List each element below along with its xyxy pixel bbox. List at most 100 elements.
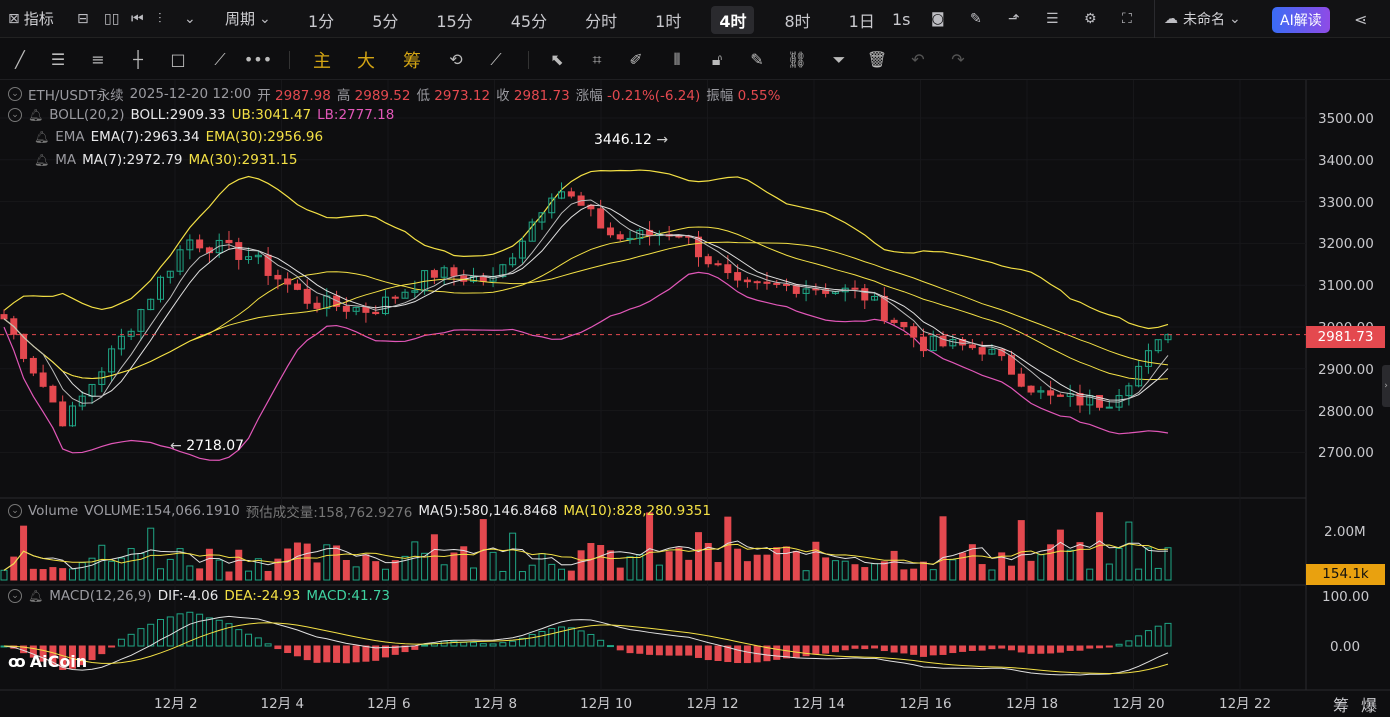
- camera-icon[interactable]: ◙: [931, 11, 945, 27]
- ruler-icon[interactable]: ⌗: [592, 49, 602, 69]
- date-tick: 12月 18: [1006, 696, 1059, 712]
- macd-axis-top: 100.00: [1322, 589, 1370, 605]
- volume-bar: [1144, 547, 1152, 581]
- layout-icon[interactable]: ▯▯: [104, 11, 120, 27]
- side-panel-toggle[interactable]: ›: [1382, 365, 1390, 407]
- link-icon[interactable]: ⛓: [786, 50, 808, 69]
- redo-icon[interactable]: ↷: [951, 50, 965, 69]
- period-tab-0[interactable]: 1分: [308, 12, 335, 31]
- macd-histogram-bar: [988, 645, 996, 650]
- ma-legend: 🔔︎ MA MA(7):2972.79 MA(30):2931.15: [34, 152, 298, 168]
- bell-icon[interactable]: 🔔︎: [34, 130, 50, 144]
- period-tab-6[interactable]: 4时: [711, 6, 755, 34]
- volume-bar: [1056, 529, 1064, 581]
- period-selector[interactable]: 周期 ⌄: [225, 10, 271, 28]
- chips-button[interactable]: 筹: [403, 50, 421, 72]
- ma7-line: [3, 204, 1169, 401]
- macd-histogram-bar: [978, 645, 986, 651]
- collapse-icon[interactable]: ⌄: [8, 108, 22, 122]
- hline-tool-icon[interactable]: ┼: [133, 50, 143, 69]
- period-tab-1[interactable]: 5分: [372, 12, 399, 31]
- volume-bar: [753, 554, 761, 581]
- interval-button[interactable]: 1s: [892, 10, 911, 29]
- period-tab-8[interactable]: 1日: [848, 12, 875, 31]
- fib-tool-icon[interactable]: ⟋: [214, 49, 226, 69]
- bell-icon[interactable]: 🔔︎: [28, 108, 44, 122]
- collapse-icon[interactable]: ⌄: [8, 504, 22, 518]
- sync-icon[interactable]: ⟲: [449, 50, 463, 69]
- volume-bar: [851, 564, 859, 581]
- collapse-icon[interactable]: ⌄: [8, 589, 22, 603]
- period-tab-3[interactable]: 45分: [510, 12, 548, 31]
- bell-icon[interactable]: 🔔︎: [34, 153, 50, 167]
- candle-body: [49, 385, 57, 403]
- macd-histogram-bar: [880, 645, 888, 652]
- settings-icon[interactable]: ⚙: [1084, 11, 1097, 27]
- pen-icon[interactable]: ✎: [970, 11, 982, 27]
- macd-histogram-bar: [851, 645, 859, 649]
- candle-body: [68, 405, 76, 427]
- fullscreen-icon[interactable]: ⛶: [1122, 11, 1132, 27]
- parallel-tool-icon[interactable]: ☰: [50, 50, 66, 69]
- chips-toggle-button[interactable]: 筹: [1333, 696, 1350, 715]
- volume-bar: [724, 516, 732, 581]
- volume-bar: [900, 569, 908, 581]
- chevron-down-icon[interactable]: ⌄: [184, 11, 196, 27]
- candle-type-icon[interactable]: ⫶: [158, 11, 162, 27]
- edit-icon[interactable]: ✎: [750, 50, 764, 69]
- volume-bar: [176, 548, 184, 581]
- list-icon[interactable]: ☰: [1046, 11, 1059, 27]
- candle-body: [0, 314, 8, 320]
- liquidation-toggle-button[interactable]: 爆: [1361, 696, 1378, 715]
- volume-bar: [626, 556, 634, 581]
- candle-body: [20, 333, 28, 359]
- filter-icon[interactable]: ⏷: [832, 49, 846, 69]
- brush-icon[interactable]: ✐: [629, 50, 643, 69]
- period-tab-4[interactable]: 分时: [585, 12, 618, 31]
- candle-body: [851, 287, 859, 290]
- date-tick: 12月 2: [154, 696, 198, 712]
- period-tab-2[interactable]: 15分: [436, 12, 473, 31]
- bell-icon[interactable]: 🔔︎: [28, 589, 44, 603]
- share-icon[interactable]: ⋖: [1354, 10, 1368, 29]
- main-indicator-button[interactable]: 主: [313, 50, 331, 72]
- macd-histogram-bar: [313, 645, 321, 663]
- volume-bar: [1086, 568, 1094, 581]
- volume-bar: [499, 570, 507, 581]
- macd-histogram-bar: [685, 645, 693, 656]
- chart-icon: ⊠: [8, 10, 20, 27]
- indicators-button[interactable]: ⊠ 指标: [8, 10, 54, 28]
- candle-body: [157, 276, 165, 300]
- period-tab-7[interactable]: 8时: [784, 12, 811, 31]
- volume-bar: [391, 560, 399, 581]
- candle-body: [235, 242, 243, 260]
- hlines-tool-icon[interactable]: ≡: [91, 50, 105, 69]
- measure-icon[interactable]: ⟋: [490, 49, 502, 69]
- undo-icon[interactable]: ↶: [911, 50, 925, 69]
- template-icon[interactable]: ⊟: [77, 11, 89, 27]
- replay-icon[interactable]: ⏮: [131, 11, 144, 27]
- candle-body: [391, 296, 399, 299]
- lock-icon[interactable]: 🔓︎: [711, 49, 723, 69]
- select-icon[interactable]: ⬉: [550, 50, 564, 69]
- big-order-button[interactable]: 大: [357, 50, 375, 72]
- collapse-icon[interactable]: ⌄: [8, 87, 22, 101]
- more-tools-icon[interactable]: •••: [243, 50, 273, 69]
- candle-body: [1105, 406, 1113, 409]
- trash-icon[interactable]: 🗑︎: [866, 50, 888, 69]
- macd-histogram-bar: [1115, 643, 1123, 647]
- macd-histogram-bar: [254, 637, 262, 647]
- volume-bar: [880, 561, 888, 581]
- line-tool-icon[interactable]: ╱: [15, 50, 25, 69]
- rectangle-tool-icon[interactable]: □: [170, 50, 186, 69]
- layout-name-selector[interactable]: ☁ 未命名 ⌄: [1164, 10, 1241, 28]
- macd-histogram-bar: [264, 643, 272, 647]
- macd-histogram-bar: [59, 645, 67, 670]
- volume-bar: [998, 552, 1006, 581]
- share-chart-icon[interactable]: ⬏: [1008, 11, 1020, 27]
- magnet-icon[interactable]: ⦀: [673, 49, 681, 69]
- volume-bar: [567, 570, 575, 581]
- period-tab-5[interactable]: 1时: [655, 12, 682, 31]
- price-chart[interactable]: [0, 80, 1390, 717]
- ai-interpret-button[interactable]: AI解读: [1272, 7, 1330, 33]
